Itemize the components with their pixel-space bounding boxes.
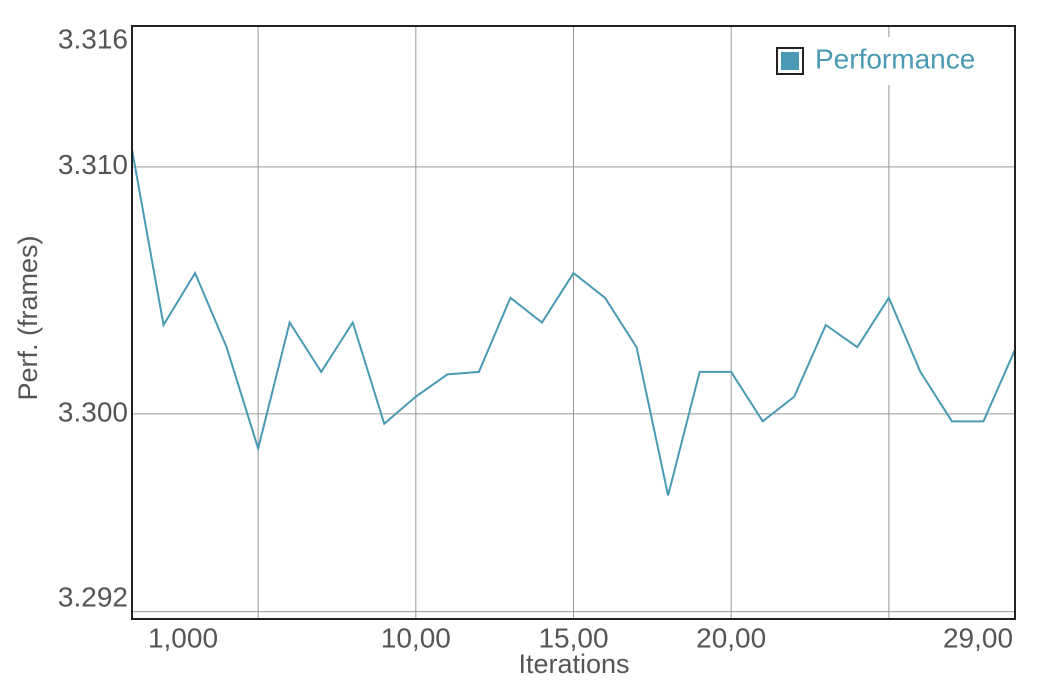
line-series	[131, 149, 1016, 496]
plot-border	[131, 25, 1016, 620]
y-tick-label: 3.310	[58, 149, 128, 180]
legend-bg	[771, 37, 993, 85]
y-tick-label: 3.300	[58, 396, 128, 427]
y-tick-label: 3.292	[58, 581, 128, 612]
x-tick-label: 29,00	[943, 622, 1013, 653]
x-tick-label: 20,00	[696, 622, 766, 653]
x-tick-label: 1,000	[148, 622, 218, 653]
y-axis-label: Perf. (frames)	[13, 235, 43, 400]
legend-swatch	[781, 52, 799, 70]
x-tick-label: 10,00	[381, 622, 451, 653]
y-tick-label: 3.316	[58, 23, 128, 54]
x-tick-label: 15,00	[538, 622, 608, 653]
x-axis-label: Iterations	[518, 649, 629, 679]
legend-label: Performance	[815, 43, 975, 74]
